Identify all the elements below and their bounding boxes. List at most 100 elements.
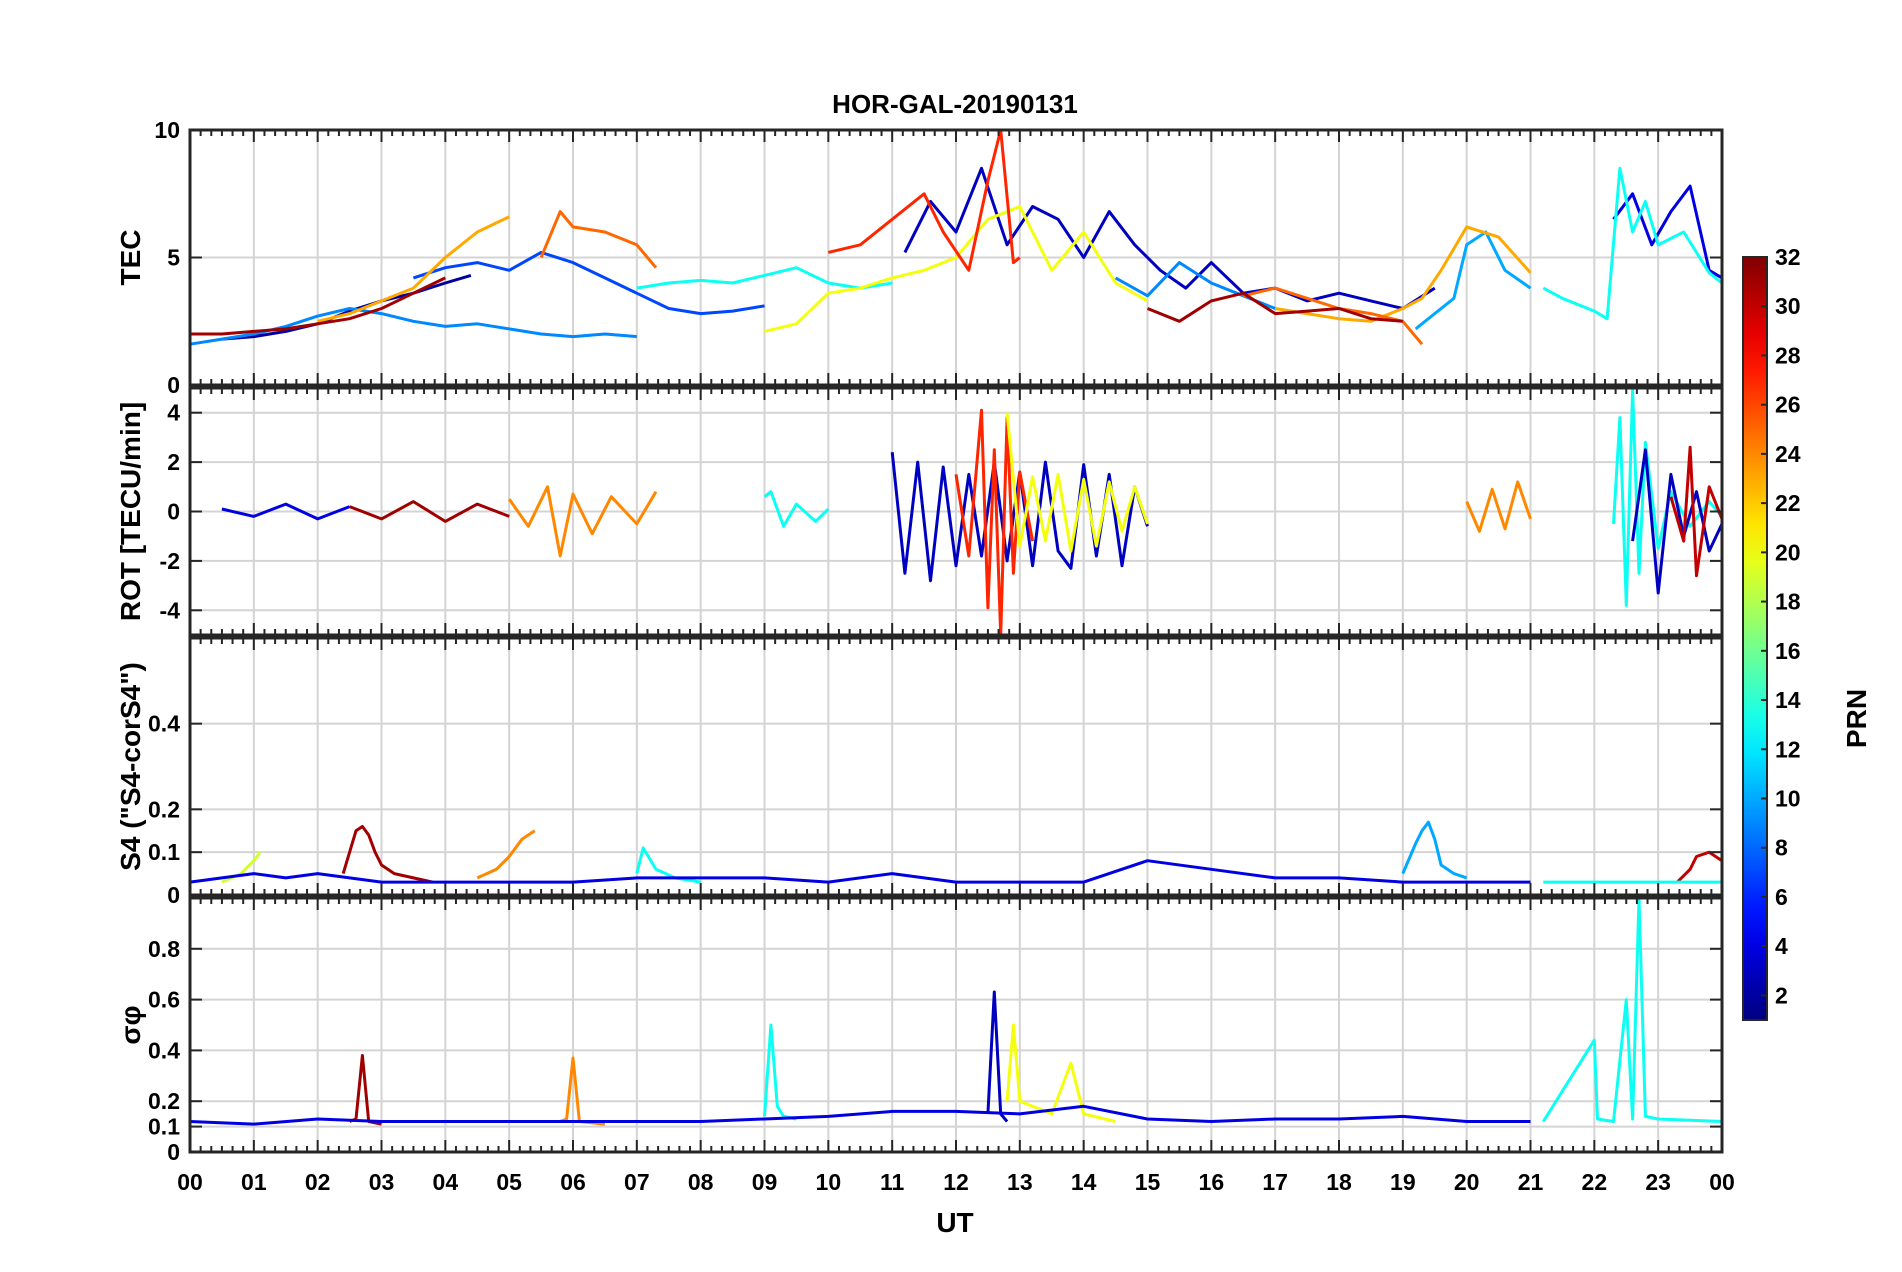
colorbar-tick-label: 32 — [1775, 244, 1801, 270]
series-tec-prn3 — [903, 166, 1436, 310]
series-sigma-prn31 — [349, 1054, 382, 1126]
colorbar-scale — [1742, 256, 1768, 1021]
x-tick-label: 08 — [688, 1169, 714, 1195]
colorbar-label: PRN — [1841, 689, 1872, 748]
x-tick-label: 10 — [816, 1169, 842, 1195]
x-axis-label: UT — [936, 1207, 973, 1238]
colorbar-tick-label: 22 — [1775, 490, 1801, 516]
series-rot-prn31 — [349, 500, 510, 523]
colorbar-tick-label: 14 — [1775, 687, 1801, 713]
series-rot-prn4 — [221, 502, 351, 521]
x-tick-label: 01 — [241, 1169, 267, 1195]
series-rot-prn13 — [1612, 389, 1724, 607]
x-tick-label: 11 — [880, 1169, 905, 1195]
series-tec-prn13 — [636, 266, 893, 290]
series-tec-prn10 — [1414, 230, 1532, 331]
x-tick-label: 18 — [1326, 1169, 1352, 1195]
colorbar-tick-label: 16 — [1775, 638, 1801, 664]
y-tick-label: 10 — [154, 117, 180, 143]
colorbar-tick-label: 8 — [1775, 835, 1788, 861]
x-tick-label: 17 — [1262, 1169, 1288, 1195]
series-tec-prn31 — [190, 276, 446, 336]
x-tick-label: 23 — [1645, 1169, 1671, 1195]
series-rot-prn13 — [763, 490, 830, 528]
y-tick-label: 0.4 — [148, 1037, 180, 1063]
x-tick-label: 09 — [752, 1169, 778, 1195]
x-tick-label: 03 — [369, 1169, 395, 1195]
x-tick-label: 14 — [1071, 1169, 1097, 1195]
series-sigma-prn3 — [986, 990, 1009, 1123]
y-tick-label: 0.4 — [148, 711, 180, 737]
y-tick-label: 0 — [167, 1139, 180, 1165]
x-tick-label: 21 — [1518, 1169, 1544, 1195]
colorbar-tick-label: 26 — [1775, 392, 1801, 418]
colorbar-tick-label: 6 — [1775, 884, 1788, 910]
y-tick-label: 0 — [167, 372, 180, 398]
x-tick-label: 00 — [177, 1169, 203, 1195]
series-sigma-prn20 — [1005, 1023, 1116, 1123]
series-tec-prn20 — [764, 205, 1149, 333]
series-rot-prn20 — [1005, 412, 1149, 553]
colorbar-tick-label: 28 — [1775, 342, 1801, 368]
y-tick-label: 0 — [167, 882, 180, 908]
series-rot-prn27 — [954, 408, 1035, 637]
y-tick-label: 0.1 — [148, 839, 180, 865]
panel-frame — [188, 896, 1724, 1154]
y-axis-label-sigma: σφ — [115, 1005, 146, 1044]
series-sigma-prn24 — [559, 1056, 606, 1126]
x-tick-label: 22 — [1582, 1169, 1608, 1195]
series-tec-prn4 — [1612, 184, 1723, 280]
series-sigma-prn13 — [763, 1023, 797, 1121]
y-tick-label: 0.6 — [148, 987, 180, 1013]
series-rot-prn24 — [507, 485, 658, 558]
series-sigma-prn4 — [189, 1104, 1531, 1126]
panel-s4: 0 0.1 0.2 0.4S4 ("S4-corS4") — [115, 636, 1724, 908]
colorbar-tick-label: 4 — [1775, 933, 1788, 959]
series-s4-prn31 — [341, 825, 433, 884]
colorbar-tick-label: 24 — [1775, 441, 1801, 467]
x-tick-labels: 00 01 02 03 04 05 06 07 08 09 10 11 12 13 14 15 16 17 18 19… — [177, 1169, 1735, 1195]
series-s4-prn24 — [476, 829, 536, 880]
colorbar-tick-label: 20 — [1775, 539, 1801, 565]
x-tick-label: 02 — [305, 1169, 331, 1195]
series-tec-prn13 — [1542, 166, 1723, 321]
y-tick-label: 0.2 — [148, 796, 180, 822]
panel-sigma: 00.10.2 0.4 0.6 0.8 σφ — [115, 896, 1724, 1165]
panel-frame — [188, 636, 1724, 897]
x-tick-label: 13 — [1007, 1169, 1033, 1195]
series-tec-prn25 — [539, 210, 658, 269]
series-tec-prn2 — [221, 273, 472, 341]
y-axis-label-rot: ROT [TECU/min] — [115, 402, 146, 621]
series-tec-prn31 — [1146, 291, 1403, 323]
series-tec-prn9 — [189, 307, 637, 346]
x-tick-label: 15 — [1135, 1169, 1161, 1195]
y-axis-label-s4: S4 ("S4-corS4") — [115, 662, 146, 871]
y-tick-label: 0 — [167, 499, 180, 525]
series-tec-prn27 — [827, 128, 1021, 272]
x-tick-label: 04 — [433, 1169, 459, 1195]
y-tick-label: -2 — [160, 548, 180, 574]
series-s4-prn30 — [1676, 850, 1723, 884]
series-tec-prn23 — [1274, 225, 1532, 323]
y-tick-label: -4 — [160, 597, 181, 623]
chart-title: HOR-GAL-20190131 — [832, 89, 1078, 119]
y-axis-label-tec: TEC — [115, 230, 146, 286]
series-s4-prn4 — [189, 859, 1531, 884]
colorbar-tick-label: 30 — [1775, 293, 1801, 319]
x-tick-label: 20 — [1454, 1169, 1480, 1195]
y-tick-label: 0.2 — [148, 1088, 180, 1114]
panel-tec: 0 5 10 TEC — [115, 117, 1724, 398]
x-tick-label: 06 — [560, 1169, 586, 1195]
x-tick-label: 12 — [943, 1169, 969, 1195]
series-tec-prn23 — [317, 215, 510, 323]
series-sigma-prn13 — [1542, 896, 1723, 1123]
x-tick-label: 16 — [1199, 1169, 1225, 1195]
y-tick-label: 2 — [167, 449, 180, 475]
series-s4-prn10 — [1401, 820, 1468, 880]
series-tec-prn25 — [1242, 286, 1424, 346]
x-tick-label: 07 — [624, 1169, 650, 1195]
y-tick-label: 5 — [167, 245, 180, 271]
